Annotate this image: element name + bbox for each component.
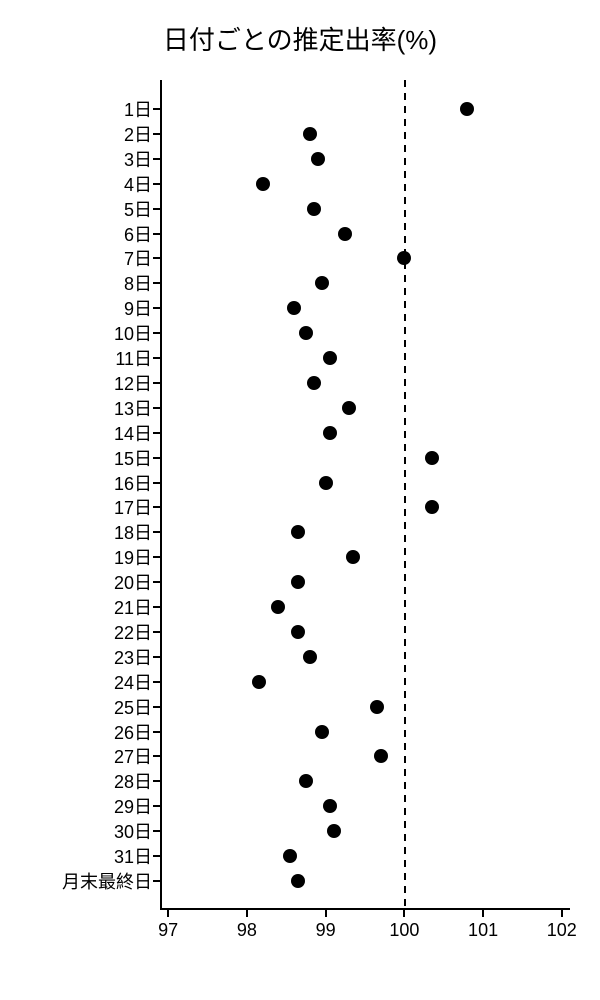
data-point — [323, 351, 337, 365]
data-point — [307, 376, 321, 390]
chart-container: 日付ごとの推定出率(%) 1日2日3日4日5日6日7日8日9日10日11日12日… — [0, 0, 600, 1000]
data-point — [291, 575, 305, 589]
y-tick-label: 13日 — [114, 395, 160, 421]
y-tick-label: 8日 — [124, 270, 160, 296]
y-tick-label: 10日 — [114, 320, 160, 346]
y-tick-label: 月末最終日 — [62, 868, 160, 894]
y-tick-label: 16日 — [114, 470, 160, 496]
reference-line — [404, 80, 406, 910]
data-point — [397, 251, 411, 265]
y-tick-label: 17日 — [114, 494, 160, 520]
y-tick-label: 12日 — [114, 370, 160, 396]
y-tick-label: 30日 — [114, 818, 160, 844]
y-tick-label: 3日 — [124, 146, 160, 172]
data-point — [425, 451, 439, 465]
y-tick-label: 14日 — [114, 420, 160, 446]
y-tick-label: 1日 — [124, 96, 160, 122]
x-tick-label: 98 — [237, 910, 257, 941]
x-axis — [160, 908, 570, 910]
data-point — [425, 500, 439, 514]
y-tick-label: 28日 — [114, 768, 160, 794]
data-point — [291, 874, 305, 888]
data-point — [299, 326, 313, 340]
x-tick-label: 99 — [316, 910, 336, 941]
y-tick-label: 15日 — [114, 445, 160, 471]
data-point — [271, 600, 285, 614]
y-tick-label: 2日 — [124, 121, 160, 147]
data-point — [374, 749, 388, 763]
y-tick-label: 31日 — [114, 843, 160, 869]
y-tick-label: 4日 — [124, 171, 160, 197]
y-tick-label: 18日 — [114, 519, 160, 545]
data-point — [299, 774, 313, 788]
data-point — [323, 426, 337, 440]
y-tick-label: 24日 — [114, 669, 160, 695]
y-tick-label: 11日 — [115, 345, 160, 371]
data-point — [256, 177, 270, 191]
x-tick-label: 101 — [468, 910, 498, 941]
data-point — [327, 824, 341, 838]
y-tick-label: 21日 — [114, 594, 160, 620]
chart-title: 日付ごとの推定出率(%) — [0, 20, 600, 57]
y-tick-label: 20日 — [114, 569, 160, 595]
y-tick-label: 6日 — [124, 221, 160, 247]
data-point — [319, 476, 333, 490]
y-tick-label: 19日 — [114, 544, 160, 570]
data-point — [287, 301, 301, 315]
y-tick-label: 9日 — [124, 295, 160, 321]
y-tick-label: 22日 — [114, 619, 160, 645]
data-point — [283, 849, 297, 863]
data-point — [291, 625, 305, 639]
data-point — [342, 401, 356, 415]
y-tick-label: 7日 — [124, 245, 160, 271]
plot-area: 1日2日3日4日5日6日7日8日9日10日11日12日13日14日15日16日1… — [160, 80, 570, 910]
y-tick-label: 5日 — [124, 196, 160, 222]
x-tick-label: 102 — [547, 910, 577, 941]
data-point — [460, 102, 474, 116]
data-point — [303, 650, 317, 664]
x-tick-label: 100 — [389, 910, 419, 941]
data-point — [315, 276, 329, 290]
data-point — [307, 202, 321, 216]
data-point — [291, 525, 305, 539]
y-tick-label: 29日 — [114, 793, 160, 819]
y-tick-label: 23日 — [114, 644, 160, 670]
y-tick-label: 26日 — [114, 719, 160, 745]
data-point — [338, 227, 352, 241]
data-point — [315, 725, 329, 739]
data-point — [370, 700, 384, 714]
data-point — [311, 152, 325, 166]
y-tick-label: 27日 — [114, 743, 160, 769]
data-point — [303, 127, 317, 141]
y-tick-label: 25日 — [114, 694, 160, 720]
data-point — [346, 550, 360, 564]
data-point — [252, 675, 266, 689]
y-axis — [160, 80, 162, 910]
x-tick-label: 97 — [158, 910, 178, 941]
data-point — [323, 799, 337, 813]
